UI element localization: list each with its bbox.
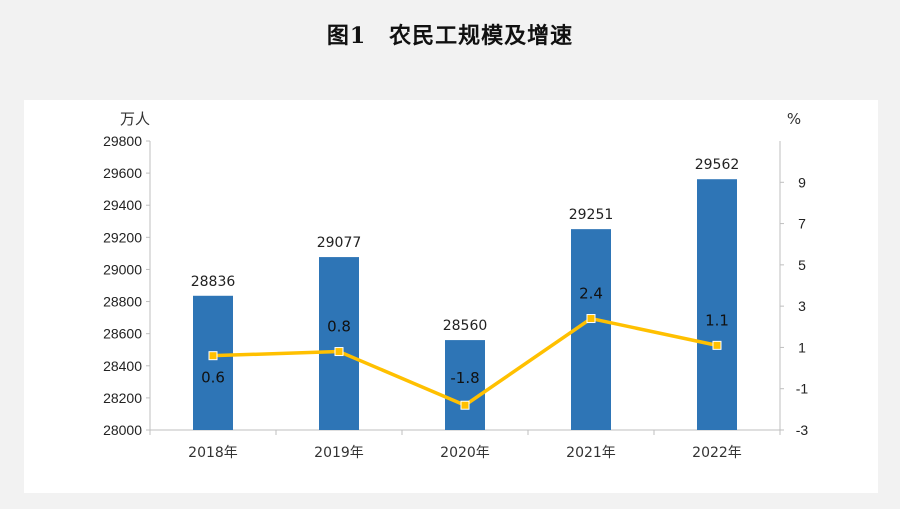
- bar-value-label: 28836: [191, 274, 236, 290]
- left-tick-label: 29600: [103, 165, 142, 181]
- line-value-label: 1.1: [705, 311, 729, 329]
- chart-svg: 28000 28200 28400 28600 28800 29000 29200 29400…: [103, 110, 809, 461]
- x-tick-label: 2022年: [692, 445, 742, 461]
- line-point: [586, 314, 596, 324]
- right-tick-label: 9: [798, 174, 806, 190]
- line-point: [208, 351, 218, 361]
- bar-value-label: 29251: [569, 207, 614, 223]
- x-tick-label: 2020年: [440, 445, 490, 461]
- left-tick-label: 28400: [103, 358, 142, 374]
- line-value-label: 0.6: [201, 369, 225, 387]
- bar: [697, 179, 737, 430]
- chart-title: 图1 农民工规模及增速: [326, 23, 574, 49]
- line-point: [712, 340, 722, 350]
- x-tick-label: 2018年: [188, 445, 238, 461]
- line-value-label: 0.8: [327, 318, 351, 336]
- chart-panel: 28000 28200 28400 28600 28800 29000 29200 29400…: [24, 100, 878, 493]
- left-tick-label: 29800: [103, 133, 142, 149]
- bar-value-label: 29562: [695, 157, 740, 173]
- line-value-label: -1.8: [450, 369, 479, 387]
- right-tick-label: -1: [796, 381, 809, 397]
- bar: [445, 340, 485, 430]
- x-tick-label: 2021年: [566, 445, 616, 461]
- left-tick-label: 28800: [103, 294, 142, 310]
- bar-value-label: 28560: [443, 318, 488, 334]
- left-tick-label: 29000: [103, 261, 142, 277]
- right-tick-label: -3: [796, 422, 809, 438]
- line-point: [460, 400, 470, 410]
- right-tick-label: 7: [798, 216, 806, 232]
- right-tick-label: 3: [798, 298, 806, 314]
- right-axis-unit: %: [787, 110, 801, 128]
- bar: [193, 295, 233, 430]
- left-tick-label: 28600: [103, 326, 142, 342]
- bar-value-label: 29077: [317, 235, 362, 251]
- right-tick-label: 5: [798, 257, 806, 273]
- x-tick-label: 2019年: [314, 445, 364, 461]
- left-tick-label: 29400: [103, 197, 142, 213]
- line-value-label: 2.4: [579, 285, 603, 303]
- line-point: [334, 347, 344, 357]
- bar: [319, 257, 359, 430]
- right-tick-label: 1: [798, 339, 806, 355]
- left-tick-label: 29200: [103, 229, 142, 245]
- left-axis-unit: 万人: [120, 110, 150, 128]
- left-tick-label: 28200: [103, 390, 142, 406]
- left-tick-label: 28000: [103, 422, 142, 438]
